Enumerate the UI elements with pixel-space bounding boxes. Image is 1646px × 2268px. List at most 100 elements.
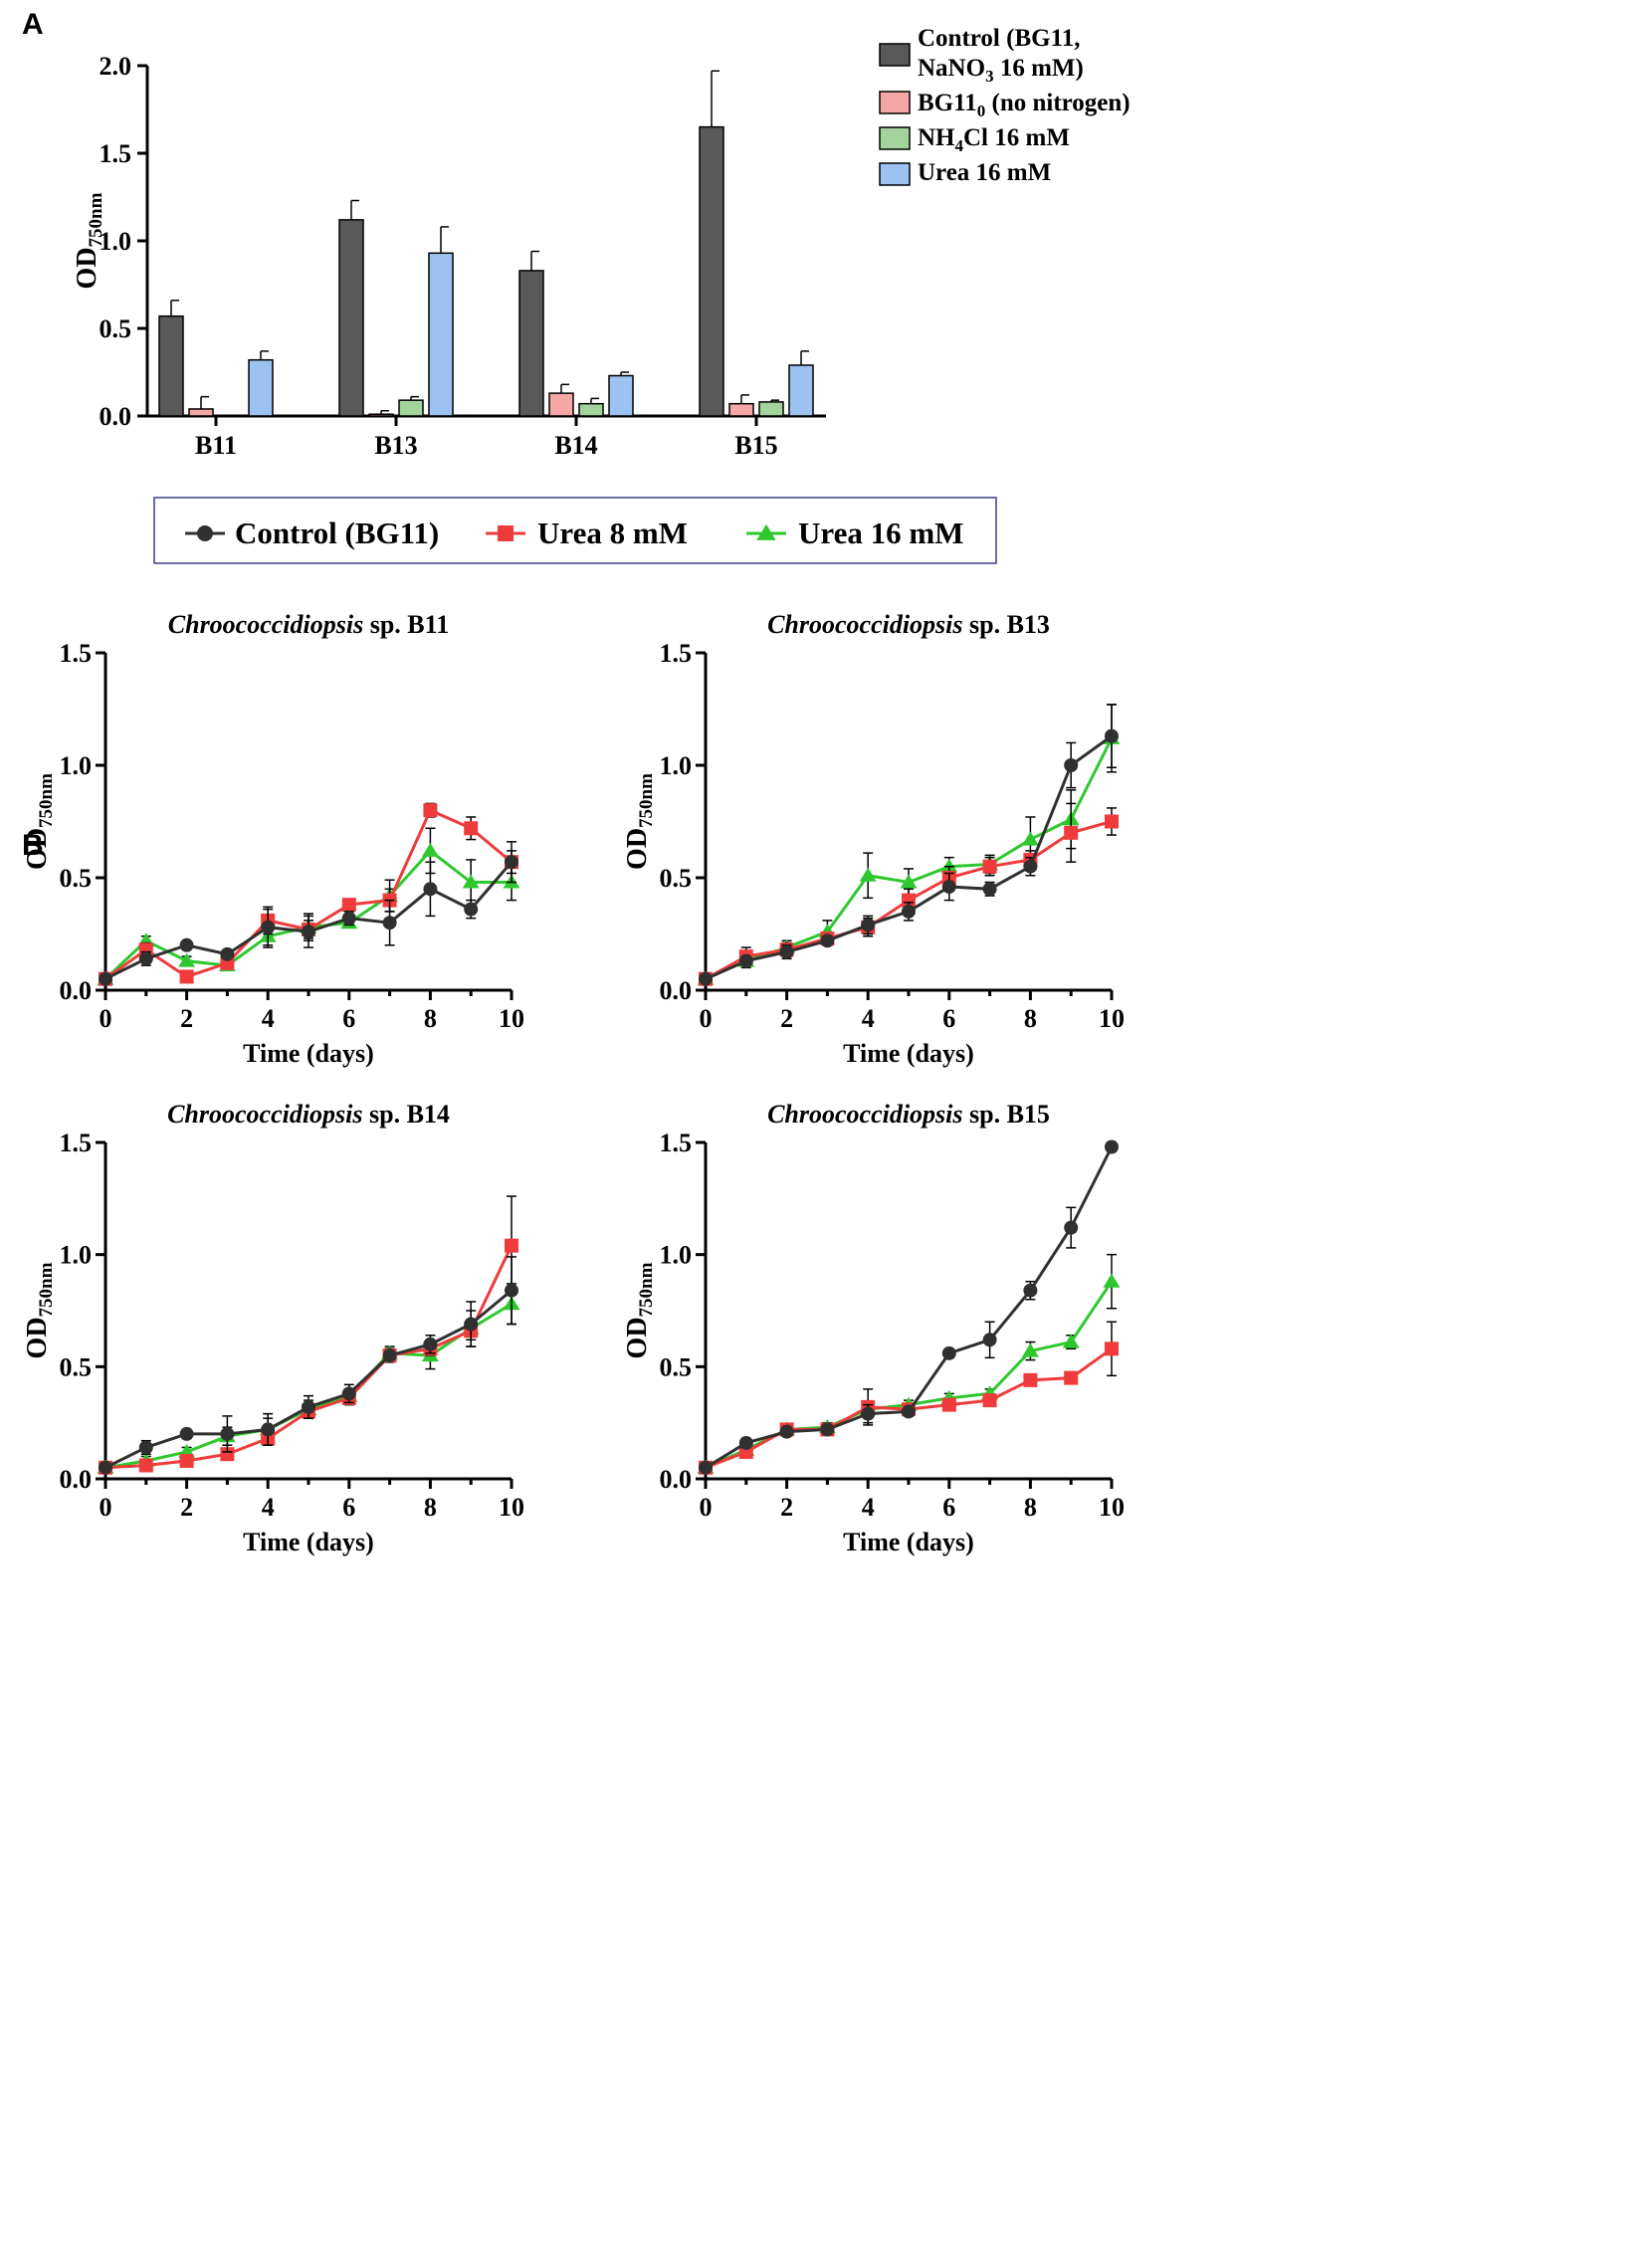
y-tick-label: 0.0: [60, 1465, 93, 1494]
x-tick-label: 10: [499, 1493, 524, 1522]
point-control-bg11-day-9: [1064, 1220, 1079, 1235]
legend-label-bg110-no-nitrogen: BG110 (no nitrogen): [918, 90, 1131, 120]
point-urea-16-mm-day-8: [1021, 831, 1039, 846]
point-urea-8-mm-day-10: [1105, 814, 1119, 829]
point-control-bg11-day-1: [738, 1435, 753, 1450]
point-control-bg11-day-5: [902, 1404, 916, 1419]
x-tick-label: 4: [862, 1493, 875, 1522]
x-tick-label: 0: [700, 1493, 713, 1522]
x-tick-label: 2: [180, 1493, 193, 1522]
x-tick-label: B11: [195, 431, 237, 460]
point-urea-16-mm-day-10: [1103, 1273, 1121, 1288]
y-tick-label: 1.0: [60, 751, 93, 780]
chart-title: Chroococcidiopsis sp. B13: [767, 610, 1050, 639]
point-urea-16-mm-day-8: [421, 842, 439, 857]
legend-swatch-bg110-no-nitrogen: [879, 91, 911, 114]
legend-label-control-bg11-nano3-16-mm: NaNO3 16 mM): [918, 55, 1084, 86]
chart-title: Chroococcidiopsis sp. B11: [168, 610, 449, 639]
panel-b-label: B: [22, 829, 44, 862]
y-tick-label: 0.0: [100, 402, 132, 431]
point-urea-8-mm-day-3: [220, 1447, 235, 1462]
point-urea-16-mm-day-9: [462, 874, 480, 889]
x-axis-label: Time (days): [243, 1528, 374, 1556]
y-tick-label: 1.0: [660, 751, 693, 780]
x-tick-label: 6: [342, 1004, 355, 1033]
point-urea-8-mm-day-9: [1064, 825, 1079, 840]
x-tick-label: 6: [942, 1004, 955, 1033]
x-tick-label: 8: [424, 1493, 437, 1522]
point-control-bg11-day-0: [99, 1460, 112, 1475]
point-urea-8-mm-day-7: [982, 859, 997, 874]
point-control-bg11-day-1: [138, 1440, 153, 1455]
point-control-bg11-day-4: [261, 920, 276, 934]
point-control-bg11-day-5: [302, 1399, 315, 1414]
x-axis-label: Time (days): [843, 1039, 974, 1068]
y-tick-label: 0.5: [660, 864, 693, 893]
x-tick-label: 8: [1024, 1493, 1037, 1522]
point-control-bg11-day-10: [505, 1283, 518, 1298]
point-control-bg11-day-9: [464, 1317, 479, 1332]
point-urea-16-mm-day-5: [900, 874, 918, 889]
x-tick-label: 4: [262, 1493, 275, 1522]
point-control-bg11-day-7: [382, 1348, 397, 1363]
line-legend-b: Control (BG11) Urea 8 mM Urea 16 mM: [153, 497, 997, 564]
x-tick-label: 2: [780, 1493, 793, 1522]
bar-b15-urea-16-mm: [788, 364, 814, 417]
point-urea-8-mm-day-2: [179, 1453, 194, 1468]
point-control-bg11-day-8: [423, 882, 438, 897]
x-tick-label: B14: [554, 431, 597, 460]
point-control-bg11-day-8: [423, 1337, 438, 1351]
point-urea-16-mm-day-6: [940, 858, 958, 873]
x-tick-label: 4: [862, 1004, 875, 1033]
point-control-bg11-day-6: [941, 880, 956, 895]
x-tick-label: 0: [700, 1004, 713, 1033]
legend-label-urea-16-mm: Urea 16 mM: [918, 159, 1051, 186]
point-control-bg11-day-4: [861, 918, 876, 932]
point-control-bg11-day-8: [1023, 1283, 1038, 1298]
y-tick-label: 1.0: [60, 1241, 93, 1270]
y-tick-label: 1.5: [60, 639, 93, 668]
point-control-bg11-day-0: [699, 1460, 713, 1475]
y-tick-label: 0.5: [60, 864, 93, 893]
y-tick-label: 1.0: [660, 1241, 693, 1270]
point-control-bg11-day-3: [820, 1422, 835, 1437]
x-tick-label: B15: [734, 431, 777, 460]
x-tick-label: 6: [942, 1493, 955, 1522]
point-urea-8-mm-day-8: [423, 803, 438, 818]
point-control-bg11-day-6: [341, 911, 356, 926]
legend-b-label-urea-16-mm: Urea 16 mM: [798, 515, 963, 550]
y-tick-label: 0.5: [60, 1352, 93, 1381]
point-control-bg11-day-2: [179, 1426, 194, 1441]
chart-title: Chroococcidiopsis sp. B14: [167, 1100, 450, 1129]
point-control-bg11-day-10: [1105, 728, 1119, 743]
x-tick-label: 8: [1024, 1004, 1037, 1033]
x-tick-label: 10: [1099, 1493, 1125, 1522]
y-tick-label: 1.5: [60, 1129, 93, 1157]
legend-swatch-control-bg11-nano3-16-mm: [879, 43, 911, 67]
x-tick-label: 10: [499, 1004, 524, 1033]
x-tick-label: B13: [374, 431, 417, 460]
series-line-control-bg11: [705, 1145, 1114, 1470]
y-tick-label: 0.0: [60, 976, 93, 1005]
x-axis-label: Time (days): [843, 1528, 974, 1556]
legend-b-marker-urea-8-mm: [498, 525, 514, 541]
point-urea-8-mm-day-6: [941, 1397, 956, 1412]
x-tick-label: 10: [1099, 1004, 1125, 1033]
point-control-bg11-day-3: [820, 933, 835, 948]
point-urea-8-mm-day-5: [902, 893, 916, 908]
point-control-bg11-day-5: [902, 904, 916, 919]
point-control-bg11-day-2: [779, 944, 794, 959]
point-control-bg11-day-6: [341, 1386, 356, 1401]
point-control-bg11-day-9: [464, 902, 479, 917]
point-control-bg11-day-2: [179, 937, 194, 952]
point-control-bg11-day-8: [1023, 859, 1038, 874]
x-tick-label: 6: [342, 1493, 355, 1522]
y-tick-label: 1.5: [660, 639, 693, 668]
point-control-bg11-day-6: [941, 1345, 956, 1360]
x-tick-label: 2: [180, 1004, 193, 1033]
y-tick-label: 2.0: [100, 52, 132, 81]
y-axis-label: OD750nm: [622, 773, 657, 870]
